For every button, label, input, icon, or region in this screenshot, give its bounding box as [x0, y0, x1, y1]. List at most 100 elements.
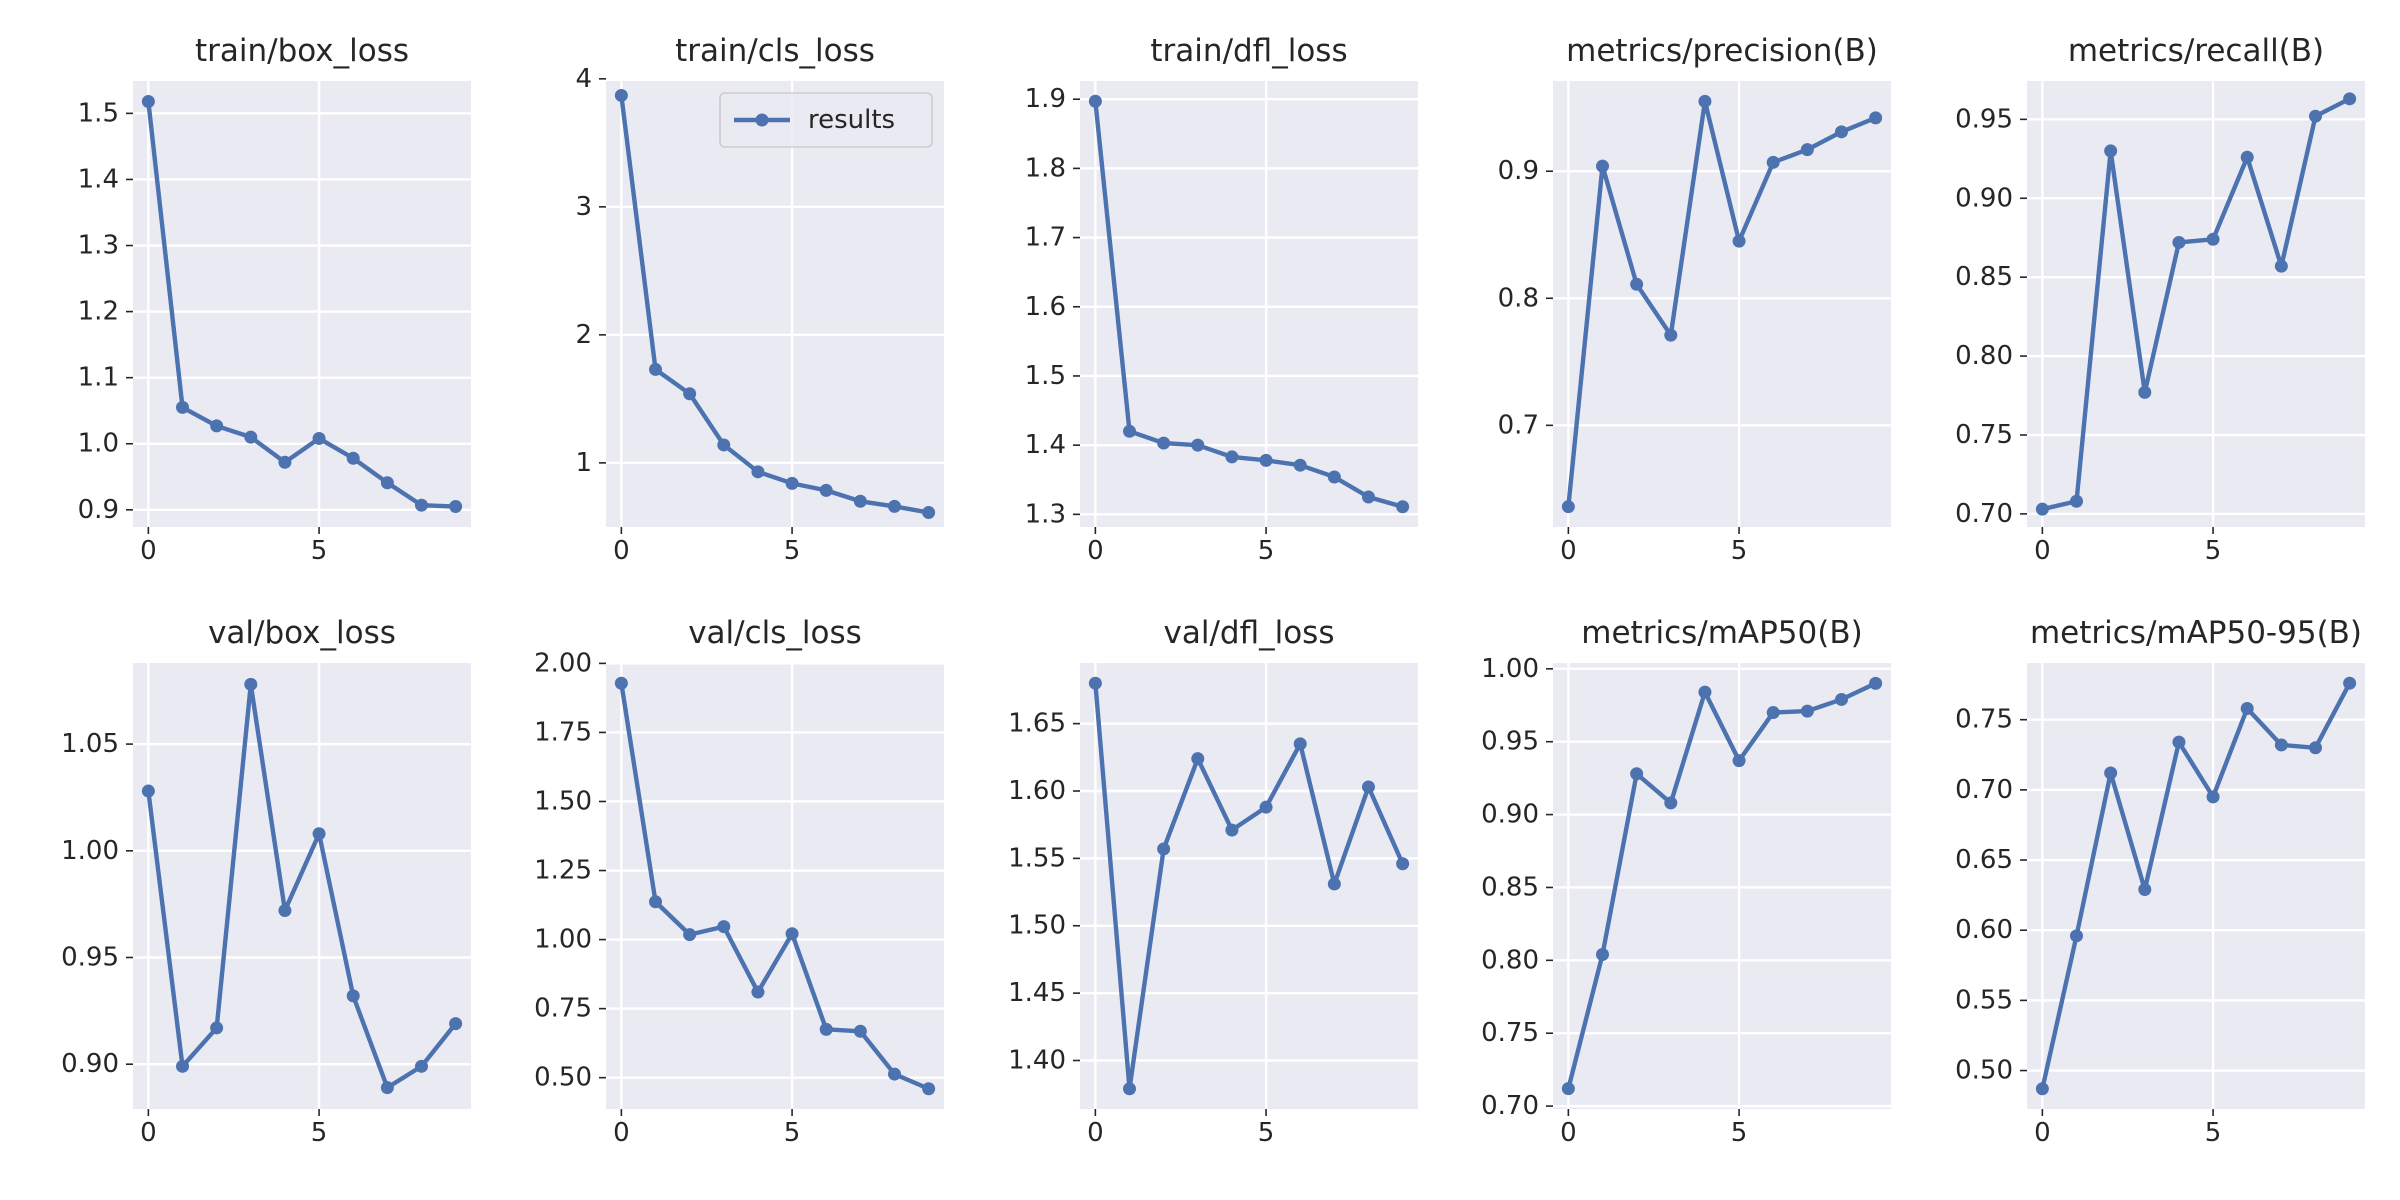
chart-panel-4: 0.70 0.75 0.80 0.85 0.90 0.95 0 5 metrics/recall…: [1955, 33, 2365, 566]
data-point: [244, 430, 258, 444]
y-tick-label: 1.6: [1025, 292, 1066, 322]
data-point: [2240, 150, 2254, 164]
legend-box: [719, 92, 933, 148]
data-point: [1293, 458, 1307, 472]
plot-area: [1080, 663, 1418, 1109]
data-point: [1123, 424, 1137, 438]
data-point: [1561, 1082, 1575, 1096]
data-point: [1361, 780, 1375, 794]
y-tick-label: 1.40: [1008, 1045, 1066, 1075]
data-point: [1225, 450, 1239, 464]
data-point: [1698, 94, 1712, 108]
legend-label: results: [808, 105, 895, 135]
chart-title: metrics/recall(B): [2068, 33, 2324, 69]
y-tick-label: 0.95: [1955, 104, 2013, 134]
chart-title: metrics/mAP50(B): [1581, 615, 1862, 651]
y-tick-label: 1.4: [78, 164, 119, 194]
y-tick-label: 1.7: [1025, 223, 1066, 253]
y-tick-label: 1.05: [61, 729, 119, 759]
data-point: [683, 387, 697, 401]
series-line: [619, 93, 931, 515]
plot-area: [133, 81, 471, 527]
plot-area: [1080, 81, 1418, 527]
data-point: [141, 784, 155, 798]
y-tick-label: 0.55: [1955, 985, 2013, 1015]
chart-panel-0: 0.9 1.0 1.1 1.2 1.3 1.4 1.5 0 5 train/box_loss: [78, 33, 471, 566]
chart-panel-9: 0.50 0.55 0.60 0.65 0.70 0.75 0 5 metrics/mAP50-…: [1955, 615, 2365, 1148]
data-point: [1630, 767, 1644, 781]
data-point: [1596, 159, 1610, 173]
data-point: [1396, 500, 1410, 514]
data-point: [1664, 796, 1678, 810]
data-point: [449, 1017, 463, 1031]
y-tick-label: 1.5: [78, 98, 119, 128]
y-tick-label: 0.50: [1955, 1056, 2013, 1086]
x-tick-label: 5: [2205, 1118, 2222, 1148]
data-point: [2035, 1082, 2049, 1096]
y-tick-label: 1.65: [1008, 709, 1066, 739]
data-point: [1123, 1082, 1137, 1096]
data-point: [176, 1059, 190, 1073]
y-tick-label: 0.75: [1955, 705, 2013, 735]
x-tick-label: 5: [784, 536, 801, 566]
data-point: [210, 419, 224, 433]
data-point: [2035, 502, 2049, 516]
data-point: [2240, 701, 2254, 715]
data-point: [751, 985, 765, 999]
data-point: [1191, 752, 1205, 766]
x-tick-label: 0: [140, 1118, 157, 1148]
data-point: [785, 476, 799, 490]
data-point: [1225, 823, 1239, 837]
data-point: [1191, 438, 1205, 452]
plot-area: [2027, 663, 2365, 1109]
y-tick-label: 0.70: [1955, 499, 2013, 529]
x-tick-label: 0: [1560, 536, 1577, 566]
x-tick-label: 5: [784, 1118, 801, 1148]
y-tick-label: 0.90: [1481, 800, 1539, 830]
y-tick-label: 0.70: [1955, 775, 2013, 805]
chart-title: train/cls_loss: [675, 33, 875, 69]
data-point: [346, 989, 360, 1003]
y-tick-label: 0.70: [1481, 1091, 1539, 1121]
x-tick-label: 0: [2034, 536, 2051, 566]
y-tick-label: 1: [575, 448, 592, 478]
plot-area: [1553, 81, 1891, 527]
chart-title: train/dfl_loss: [1150, 33, 1347, 69]
y-tick-label: 1.50: [534, 786, 592, 816]
y-tick-label: 2: [575, 320, 592, 350]
y-tick-label: 3: [575, 192, 592, 222]
y-tick-label: 4: [575, 64, 592, 94]
data-point: [887, 1067, 901, 1081]
data-point: [2308, 741, 2322, 755]
series-line: [146, 99, 458, 509]
data-point: [1327, 470, 1341, 484]
y-tick-label: 1.25: [534, 856, 592, 886]
data-point: [1664, 328, 1678, 342]
data-point: [614, 88, 628, 102]
x-tick-label: 5: [1258, 536, 1275, 566]
data-point: [278, 904, 292, 918]
y-tick-label: 1.1: [78, 363, 119, 393]
chart-title: train/box_loss: [195, 33, 409, 69]
series-line: [1093, 99, 1405, 509]
data-point: [414, 498, 428, 512]
data-point: [1361, 490, 1375, 504]
y-tick-label: 0.80: [1955, 341, 2013, 371]
data-point: [2308, 109, 2322, 123]
data-point: [887, 499, 901, 513]
data-point: [210, 1021, 224, 1035]
series-line: [2040, 96, 2352, 512]
x-tick-label: 5: [311, 536, 328, 566]
x-tick-label: 0: [140, 536, 157, 566]
data-point: [1732, 234, 1746, 248]
data-point: [312, 431, 326, 445]
x-tick-label: 5: [1258, 1118, 1275, 1148]
x-tick-label: 0: [1087, 1118, 1104, 1148]
data-point: [244, 677, 258, 691]
data-point: [141, 94, 155, 108]
data-point: [380, 476, 394, 490]
x-tick-label: 0: [2034, 1118, 2051, 1148]
data-point: [751, 465, 765, 479]
y-tick-label: 1.60: [1008, 776, 1066, 806]
data-point: [2274, 738, 2288, 752]
